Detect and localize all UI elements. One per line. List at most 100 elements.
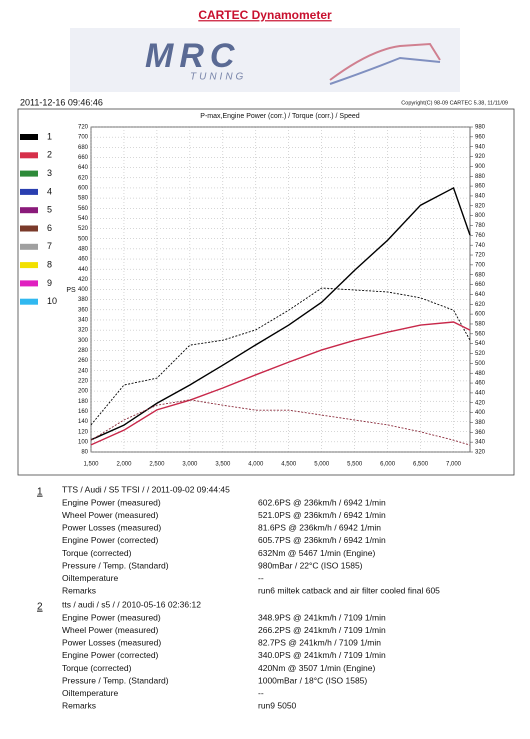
copyright: Copyright(C) 98-09 CARTEC 5.38, 11/11/09 bbox=[401, 100, 508, 106]
y-tick-label: 640 bbox=[78, 165, 89, 171]
legend-swatch bbox=[20, 134, 38, 140]
y-tick-label: 600 bbox=[78, 186, 89, 192]
data-line bbox=[90, 287, 471, 426]
y2-tick-label: 540 bbox=[475, 341, 486, 347]
legend-label: 4 bbox=[47, 186, 52, 196]
y2-tick-label: 840 bbox=[475, 194, 486, 200]
row-label: Torque (corrected) bbox=[62, 663, 132, 673]
y2-tick-label: 980 bbox=[475, 125, 486, 131]
y2-tick-label: 940 bbox=[475, 144, 486, 150]
y2-tick-label: 620 bbox=[475, 302, 486, 308]
y-tick-label: 440 bbox=[78, 267, 89, 273]
y2-tick-label: 680 bbox=[475, 272, 486, 278]
x-tick-label: 2,000 bbox=[116, 462, 132, 468]
legend-label: 5 bbox=[47, 205, 52, 215]
legend-swatch bbox=[20, 298, 38, 305]
x-tick-label: 3,000 bbox=[182, 462, 198, 468]
y2-tick-label: 860 bbox=[475, 184, 486, 190]
legend-label: 10 bbox=[47, 296, 57, 306]
run-header: tts / audi / s5 / / 2010-05-16 02:36:12 bbox=[62, 599, 201, 609]
y2-tick-label: 380 bbox=[475, 420, 486, 426]
y2-tick-label: 460 bbox=[475, 381, 486, 387]
y2-tick-label: 880 bbox=[475, 174, 486, 180]
y2-tick-label: 580 bbox=[475, 322, 486, 328]
y2-tick-label: 520 bbox=[475, 351, 486, 357]
y-tick-label: 200 bbox=[78, 389, 89, 395]
legend-swatch bbox=[20, 280, 38, 287]
legend-label: 3 bbox=[47, 168, 52, 178]
data-line bbox=[90, 399, 471, 446]
row-value: 81.6PS @ 236km/h / 6942 1/min bbox=[258, 523, 381, 533]
x-tick-label: 4,500 bbox=[281, 462, 297, 468]
y-axis-label: PS bbox=[66, 287, 76, 294]
legend-label: 2 bbox=[47, 150, 52, 160]
y-tick-label: 120 bbox=[78, 429, 89, 435]
run-number: 2 bbox=[37, 602, 43, 613]
row-value: run6 miltek catback and air filter coole… bbox=[258, 586, 440, 596]
row-value: 521.0PS @ 236km/h / 6942 1/min bbox=[258, 510, 386, 520]
y-tick-label: 300 bbox=[78, 338, 89, 344]
run-details: 1 TTS / Audi / S5 TFSI / / 2011-09-02 09:… bbox=[37, 484, 440, 710]
y2-tick-label: 700 bbox=[475, 262, 486, 268]
row-label: Wheel Power (measured) bbox=[62, 510, 159, 520]
row-label: Pressure / Temp. (Standard) bbox=[62, 560, 169, 570]
legend-label: 7 bbox=[47, 241, 52, 251]
page-title: CARTEC Dynamometer bbox=[198, 8, 332, 22]
y-tick-label: 460 bbox=[78, 257, 89, 263]
y2-tick-label: 960 bbox=[475, 134, 486, 140]
data-line bbox=[90, 321, 471, 446]
y-tick-label: 340 bbox=[78, 318, 89, 324]
x-tick-label: 7,000 bbox=[446, 462, 462, 468]
y-tick-label: 280 bbox=[78, 348, 89, 354]
data-line bbox=[90, 186, 471, 441]
row-label: Power Losses (measured) bbox=[62, 638, 161, 648]
y2-tick-label: 760 bbox=[475, 233, 486, 239]
y2-tick-label: 600 bbox=[475, 312, 486, 318]
y-tick-label: 480 bbox=[78, 246, 89, 252]
y2-tick-label: 420 bbox=[475, 400, 486, 406]
row-value: 602.6PS @ 236km/h / 6942 1/min bbox=[258, 497, 386, 507]
y-tick-label: 260 bbox=[78, 358, 89, 364]
y2-tick-label: 660 bbox=[475, 282, 486, 288]
logo-sub: TUNING bbox=[190, 72, 246, 83]
legend-label: 8 bbox=[47, 259, 52, 269]
logo-curve bbox=[329, 56, 441, 85]
y-tick-label: 660 bbox=[78, 155, 89, 161]
y-tick-label: 520 bbox=[78, 226, 89, 232]
x-tick-label: 5,000 bbox=[314, 462, 330, 468]
y2-tick-label: 320 bbox=[475, 450, 486, 456]
y-tick-label: 700 bbox=[78, 135, 89, 141]
row-value: 632Nm @ 5467 1/min (Engine) bbox=[258, 548, 375, 558]
x-tick-label: 6,000 bbox=[380, 462, 396, 468]
legend-swatch bbox=[20, 262, 38, 269]
row-label: Torque (corrected) bbox=[62, 548, 132, 558]
row-value: 266.2PS @ 241km/h / 7109 1/min bbox=[258, 625, 386, 635]
y2-tick-label: 820 bbox=[475, 203, 486, 209]
y-tick-label: 220 bbox=[78, 378, 89, 384]
y-tick-label: 560 bbox=[78, 206, 89, 212]
y-tick-label: 80 bbox=[81, 450, 88, 456]
y2-tick-label: 920 bbox=[475, 154, 486, 160]
y-tick-label: 180 bbox=[78, 399, 89, 405]
y-tick-label: 400 bbox=[78, 287, 89, 293]
y-tick-label: 240 bbox=[78, 368, 89, 374]
y2-tick-label: 740 bbox=[475, 243, 486, 249]
y2-tick-label: 480 bbox=[475, 371, 486, 377]
y-tick-label: 160 bbox=[78, 409, 89, 415]
run-number: 1 bbox=[37, 487, 43, 498]
legend-swatch bbox=[20, 152, 38, 159]
legend-swatch bbox=[20, 188, 38, 195]
timestamp: 2011-12-16 09:46:46 bbox=[20, 97, 103, 107]
row-label: Remarks bbox=[62, 701, 96, 711]
y-tick-label: 360 bbox=[78, 307, 89, 313]
y2-tick-label: 720 bbox=[475, 253, 486, 259]
legend-swatch bbox=[20, 207, 38, 214]
x-tick-label: 3,500 bbox=[215, 462, 231, 468]
row-label: Engine Power (corrected) bbox=[62, 535, 159, 545]
y2-tick-label: 360 bbox=[475, 430, 486, 436]
y-tick-label: 720 bbox=[78, 125, 89, 131]
y2-tick-label: 640 bbox=[475, 292, 486, 298]
chart-title: P-max,Engine Power (corr.) / Torque (cor… bbox=[200, 113, 359, 120]
